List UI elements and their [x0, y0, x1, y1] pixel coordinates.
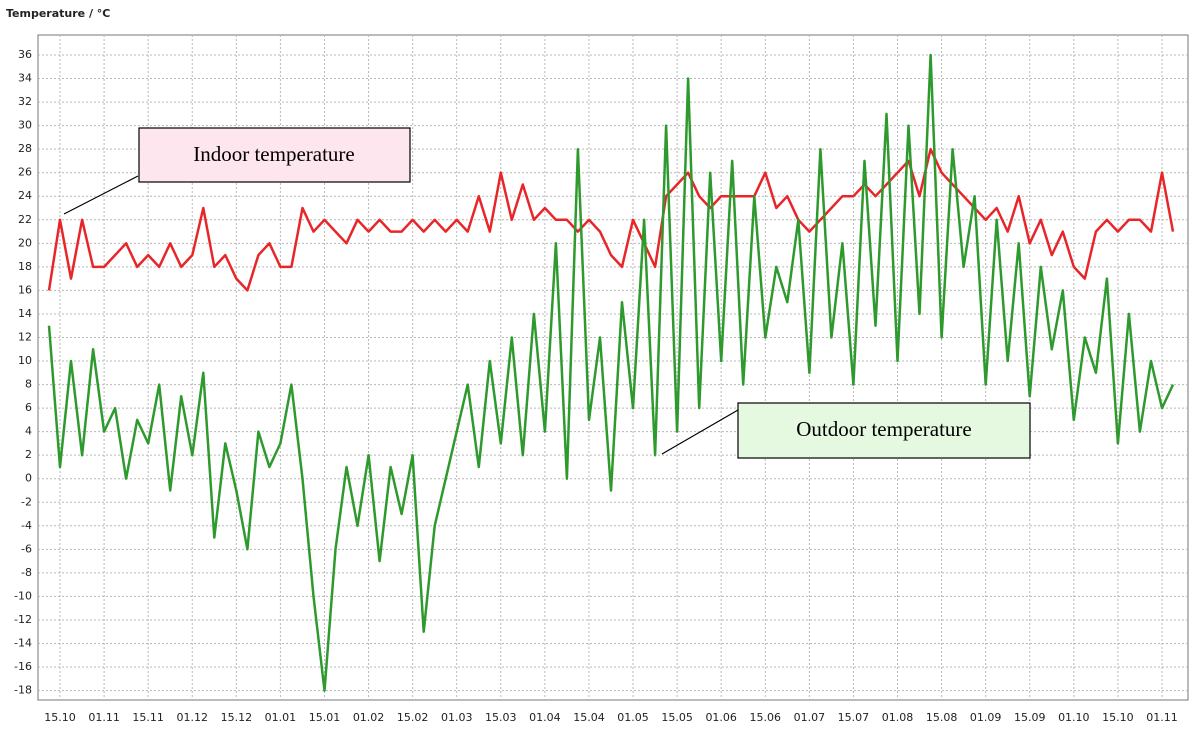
x-tick-label: 15.08: [926, 711, 958, 724]
x-tick-label: 01.12: [177, 711, 209, 724]
lines: [47, 53, 1175, 692]
y-tick-label: -12: [14, 613, 32, 626]
x-tick-label: 15.02: [397, 711, 429, 724]
y-tick-label: 32: [18, 95, 32, 108]
pointer: [63, 175, 139, 215]
x-tick-label: 15.01: [309, 711, 341, 724]
x-tick-label: 15.05: [661, 711, 693, 724]
y-tick-label: -8: [21, 566, 32, 579]
x-tick-label: 01.05: [617, 711, 649, 724]
x-tick-label: 01.08: [882, 711, 914, 724]
series-line: [47, 147, 1175, 292]
y-tick-label: 24: [18, 189, 32, 202]
y-tick-label: 18: [18, 260, 32, 273]
y-tick-label: -10: [14, 589, 32, 602]
y-tick-label: 28: [18, 142, 32, 155]
y-tick-label: -16: [14, 660, 32, 673]
x-tick-label: 01.09: [970, 711, 1002, 724]
x-tick-label: 01.11: [1146, 711, 1178, 724]
outdoor-annotation: Outdoor temperature: [661, 402, 1031, 459]
x-tick-label: 15.09: [1014, 711, 1046, 724]
label-box: [138, 127, 411, 183]
y-tick-label: 30: [18, 119, 32, 132]
y-tick-label: 4: [25, 425, 32, 438]
label-box: [737, 402, 1031, 459]
y-tick-label: -18: [14, 684, 32, 697]
y-tick-label: -14: [14, 637, 32, 650]
y-tick-label: 8: [25, 378, 32, 391]
x-tick-label: 01.11: [88, 711, 120, 724]
y-tick-label: 2: [25, 448, 32, 461]
x-tick-label: 15.10: [44, 711, 76, 724]
y-tick-label: 12: [18, 330, 32, 343]
chart-title: Temperature / °C: [6, 7, 110, 20]
x-tick-label: 01.06: [705, 711, 737, 724]
y-tick-label: 36: [18, 48, 32, 61]
x-tick-label: 01.04: [529, 711, 561, 724]
x-tick-label: 15.10: [1102, 711, 1134, 724]
x-tick-label: 15.12: [221, 711, 253, 724]
x-tick-label: 15.03: [485, 711, 517, 724]
annotation-text: Outdoor temperature: [796, 417, 972, 441]
y-tick-label: 22: [18, 213, 32, 226]
x-tick-label: 01.07: [794, 711, 826, 724]
y-tick-label: 0: [25, 472, 32, 485]
y-tick-label: 14: [18, 307, 32, 320]
y-tick-label: 16: [18, 283, 32, 296]
series-line: [47, 53, 1175, 692]
x-tick-label: 01.03: [441, 711, 473, 724]
y-tick-label: -6: [21, 542, 32, 555]
x-tick-label: 01.10: [1058, 711, 1090, 724]
x-tick-label: 15.04: [573, 711, 605, 724]
y-tick-label: 26: [18, 166, 32, 179]
y-tick-label: -2: [21, 495, 32, 508]
y-tick-label: 6: [25, 401, 32, 414]
indoor-annotation: Indoor temperature: [63, 127, 411, 215]
x-tick-label: 01.01: [265, 711, 297, 724]
x-tick-label: 01.02: [353, 711, 385, 724]
x-tick-label: 15.11: [132, 711, 164, 724]
annotation-text: Indoor temperature: [193, 142, 355, 166]
x-tick-label: 15.06: [750, 711, 782, 724]
y-tick-label: -4: [21, 519, 32, 532]
y-tick-label: 20: [18, 236, 32, 249]
y-tick-label: 10: [18, 354, 32, 367]
y-tick-label: 34: [18, 72, 32, 85]
pointer: [661, 409, 739, 455]
x-tick-label: 15.07: [838, 711, 870, 724]
